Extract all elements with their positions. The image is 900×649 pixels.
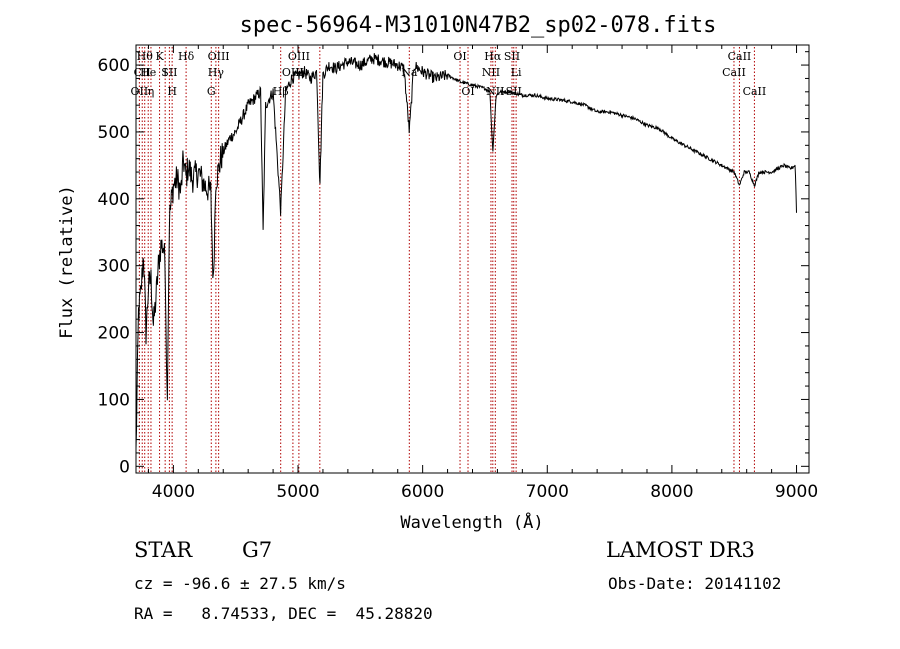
x-axis-ticks: 4000 5000 6000 7000 8000 9000 [147, 45, 818, 502]
x-tick-label: 4000 [152, 482, 195, 502]
spectral-line-label: CaII [743, 85, 767, 98]
plot-frame [135, 44, 810, 474]
spectral-line-label: I [163, 66, 167, 79]
object-subclass: G7 [242, 538, 273, 562]
spectral-line-markers [138, 47, 755, 473]
spectral-line-label: SII [504, 50, 520, 63]
spectral-line-label: CaII [722, 66, 746, 79]
spectral-line-label: H [167, 85, 177, 98]
x-tick-label: 5000 [276, 482, 319, 502]
spectral-line-label: Hα [484, 50, 502, 63]
survey-name: LAMOST DR3 [606, 538, 755, 562]
spectrum-series-line [135, 53, 797, 449]
observation-date: Obs-Date: 20141102 [608, 574, 782, 593]
x-tick-label: 7000 [526, 482, 569, 502]
y-axis-ticks: 0 100 200 300 400 500 600 [98, 51, 809, 477]
spectral-line-label: Li [511, 66, 522, 79]
spectral-line-label: Hβ [273, 85, 289, 98]
spectral-line-label: η [148, 85, 155, 98]
spectral-line-label: OI [453, 50, 466, 63]
y-tick-label: 100 [98, 390, 130, 410]
spectral-line-label: K [155, 50, 164, 63]
spectral-line-label: Hδ [178, 50, 195, 63]
coordinates: RA = 8.74533, DEC = 45.28820 [134, 604, 433, 623]
object-class: STAR [134, 538, 193, 562]
spectral-line-label: Hγ [208, 66, 225, 79]
x-tick-label: 6000 [401, 482, 444, 502]
spectral-line-label: NII [482, 66, 500, 79]
y-tick-label: 400 [98, 190, 130, 210]
spectral-line-label: CaII [728, 50, 752, 63]
y-tick-label: 300 [98, 257, 130, 277]
spectral-line-label: CII [134, 66, 151, 79]
spectral-line-label: He [140, 66, 156, 79]
y-axis-label: Flux (relative) [57, 185, 77, 339]
spectral-line-label: OIII [288, 50, 310, 63]
x-tick-label: 8000 [650, 482, 693, 502]
redshift-cz: cz = -96.6 ± 27.5 km/s [134, 574, 346, 593]
spectral-line-label: OI [461, 85, 474, 98]
x-tick-label: 9000 [775, 482, 818, 502]
y-tick-label: 500 [98, 123, 130, 143]
spectral-line-label: NII [486, 85, 504, 98]
spectral-line-label: OIII [208, 50, 230, 63]
spectral-line-labels: OIICIIHθHeηKISIIHHδGHγOIIIHβOIIIOIIINaOI… [131, 50, 767, 98]
chart-title: spec-56964-M31010N47B2_sp02-078.fits [240, 13, 717, 38]
spectral-line-label: Hθ [137, 50, 154, 63]
x-axis-label: Wavelength (Å) [400, 511, 543, 533]
y-tick-label: 0 [119, 457, 130, 477]
y-tick-label: 600 [98, 56, 130, 76]
spectral-line-label: G [207, 85, 216, 98]
spectral-line-label: SII [161, 66, 177, 79]
spectral-line-label: Na [401, 66, 418, 79]
y-tick-label: 200 [98, 324, 130, 344]
